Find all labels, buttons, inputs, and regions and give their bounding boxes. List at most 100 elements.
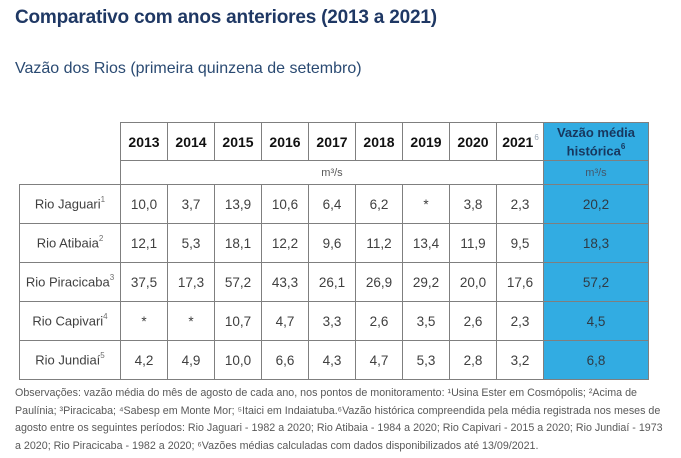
value-cell: 29,2 (402, 262, 450, 302)
value-cell: 3,7 (167, 184, 215, 224)
year-label: 2017 (316, 133, 348, 150)
historical-average-header: Vazão média histórica6 (543, 122, 649, 161)
unit-row: m³/s m³/s (19, 160, 649, 185)
river-footnote-marker: 4 (103, 312, 108, 322)
value-cell: 2,6 (449, 301, 497, 341)
year-label: 2018 (363, 133, 395, 150)
value-cell: 10,6 (261, 184, 309, 224)
value-cell: * (167, 301, 215, 341)
value-cell: 18,1 (214, 223, 262, 263)
year-header: 2020 (449, 122, 497, 161)
river-flow-table: 2013 2014 2015 2016 2017 2018 2019 2020 … (19, 122, 649, 380)
river-name: Rio Jundiaí (35, 352, 101, 368)
year-header: 2014 (167, 122, 215, 161)
table-row-capivari: Rio Capivari4 * * 10,7 4,7 3,3 2,6 3,5 2… (19, 301, 649, 341)
value-cell: 3,8 (449, 184, 497, 224)
value-cell: 3,5 (402, 301, 450, 341)
table-corner-blank (19, 122, 121, 161)
page-title: Comparativo com anos anteriores (2013 a … (15, 7, 437, 28)
value-cell: 10,7 (214, 301, 262, 341)
river-footnote-marker: 3 (109, 273, 115, 283)
year-header: 2016 (261, 122, 309, 161)
value-cell: 6,6 (261, 340, 309, 380)
table-row-piracicaba: Rio Piracicaba3 37,5 17,3 57,2 43,3 26,1… (19, 262, 649, 302)
value-cell: 4,7 (261, 301, 309, 341)
value-cell: 13,9 (214, 184, 262, 224)
historical-value-cell: 4,5 (543, 301, 649, 341)
year-label: 2021 (502, 133, 534, 150)
value-cell: 4,2 (120, 340, 168, 380)
page-subtitle: Vazão dos Rios (primeira quinzena de set… (15, 60, 362, 77)
historical-value-cell: 6,8 (543, 340, 649, 380)
value-cell: 26,9 (355, 262, 403, 302)
river-label: Rio Atibaia2 (19, 223, 121, 263)
table-row-jundiai: Rio Jundiaí5 4,2 4,9 10,0 6,6 4,3 4,7 5,… (19, 340, 649, 380)
value-cell: 12,2 (261, 223, 309, 263)
year-label: 2019 (410, 133, 442, 150)
unit-cell-historical: m³/s (543, 160, 649, 185)
value-cell: 37,5 (120, 262, 168, 302)
value-cell: 11,9 (449, 223, 497, 263)
river-label: Rio Piracicaba3 (19, 262, 121, 302)
year-label: 2014 (175, 133, 207, 150)
value-cell: 43,3 (261, 262, 309, 302)
value-cell: 57,2 (214, 262, 262, 302)
value-cell: 3,3 (308, 301, 356, 341)
unit-row-blank (19, 160, 121, 185)
year-label: 2020 (457, 133, 489, 150)
river-label: Rio Jundiaí5 (19, 340, 121, 380)
value-cell: 11,2 (355, 223, 403, 263)
river-footnote-marker: 2 (98, 234, 104, 244)
value-cell: 9,6 (308, 223, 356, 263)
value-cell: 6,2 (355, 184, 403, 224)
year-label: 2016 (269, 133, 301, 150)
river-name: Rio Capivari (32, 313, 104, 329)
value-cell: 4,3 (308, 340, 356, 380)
year-header: 2013 (120, 122, 168, 161)
value-cell: 4,9 (167, 340, 215, 380)
historical-value-cell: 18,3 (543, 223, 649, 263)
historical-header-label: Vazão média histórica (556, 124, 636, 159)
value-cell: 5,3 (167, 223, 215, 263)
value-cell: 10,0 (120, 184, 168, 224)
year-footnote-marker: 6 (534, 132, 539, 142)
value-cell: 13,4 (402, 223, 450, 263)
river-name: Rio Atibaia (36, 235, 99, 251)
value-cell: 5,3 (402, 340, 450, 380)
observations-footnote: Observações: vazão média do mês de agost… (15, 387, 663, 452)
value-cell: * (120, 301, 168, 341)
year-header: 2019 (402, 122, 450, 161)
value-cell: 26,1 (308, 262, 356, 302)
year-header: 20216 (496, 122, 544, 161)
unit-cell-years: m³/s (120, 160, 544, 185)
river-footnote-marker: 1 (100, 195, 106, 205)
value-cell: 2,3 (496, 184, 544, 224)
value-cell: 17,3 (167, 262, 215, 302)
value-cell: 2,3 (496, 301, 544, 341)
river-name: Rio Jaguari (34, 196, 101, 212)
river-footnote-marker: 5 (100, 351, 105, 361)
value-cell: 4,7 (355, 340, 403, 380)
value-cell: 2,6 (355, 301, 403, 341)
river-name: Rio Piracicaba (25, 274, 110, 290)
historical-value-cell: 20,2 (543, 184, 649, 224)
river-label: Rio Jaguari1 (19, 184, 121, 224)
value-cell: 3,2 (496, 340, 544, 380)
table-row-jaguari: Rio Jaguari1 10,0 3,7 13,9 10,6 6,4 6,2 … (19, 184, 649, 224)
table-row-atibaia: Rio Atibaia2 12,1 5,3 18,1 12,2 9,6 11,2… (19, 223, 649, 263)
historical-value-cell: 57,2 (543, 262, 649, 302)
value-cell: 6,4 (308, 184, 356, 224)
year-header: 2017 (308, 122, 356, 161)
year-label: 2015 (222, 133, 254, 150)
year-label: 2013 (128, 133, 160, 150)
value-cell: 10,0 (214, 340, 262, 380)
table-header-row: 2013 2014 2015 2016 2017 2018 2019 2020 … (19, 122, 649, 161)
value-cell: 17,6 (496, 262, 544, 302)
year-header: 2015 (214, 122, 262, 161)
value-cell: * (402, 184, 450, 224)
year-header: 2018 (355, 122, 403, 161)
historical-footnote-marker: 6 (620, 141, 626, 151)
value-cell: 9,5 (496, 223, 544, 263)
river-label: Rio Capivari4 (19, 301, 121, 341)
